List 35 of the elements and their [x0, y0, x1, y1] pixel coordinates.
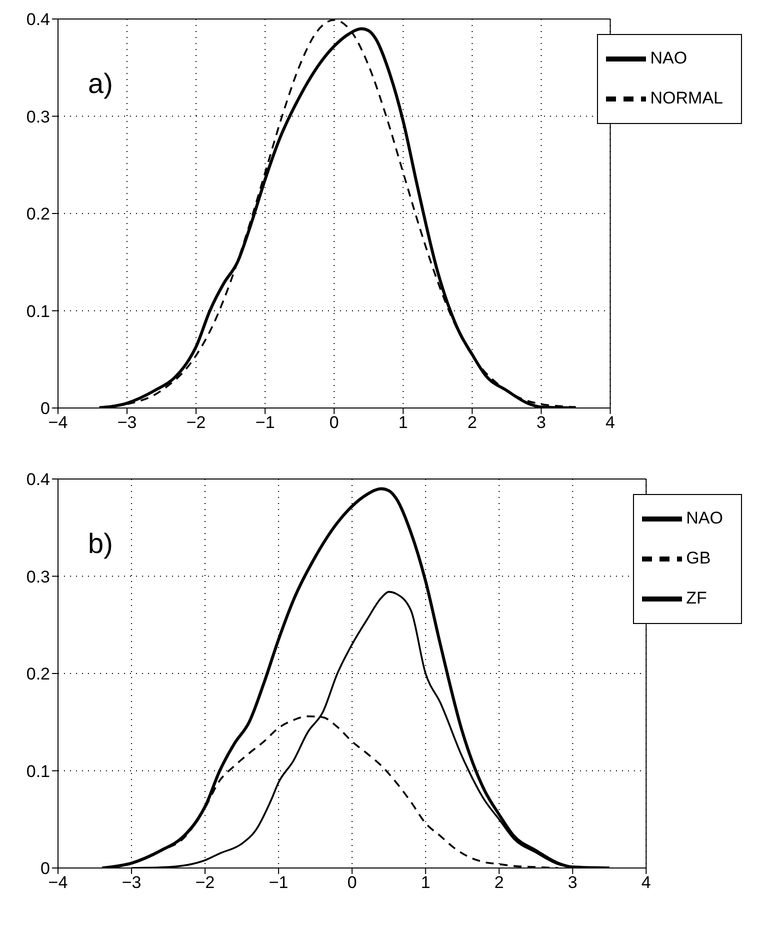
- y-tick-label: 0.3: [26, 567, 50, 586]
- legend-label: NAO: [686, 508, 723, 528]
- x-tick-label: 1: [398, 413, 408, 432]
- annotation: a): [88, 68, 113, 100]
- annotation: b): [88, 528, 113, 560]
- x-tick-label: 2: [467, 413, 477, 432]
- x-tick-label: 2: [494, 873, 504, 892]
- x-tick-label: −4: [48, 413, 68, 432]
- x-tick-label: 0: [347, 873, 357, 892]
- y-tick-label: 0.4: [26, 470, 50, 490]
- x-tick-label: −2: [186, 413, 206, 432]
- y-tick-label: 0.1: [26, 302, 50, 321]
- x-tick-label: 3: [536, 413, 546, 432]
- x-tick-label: −2: [195, 873, 215, 892]
- x-tick-label: −3: [117, 413, 137, 432]
- y-tick-label: 0.3: [26, 107, 50, 126]
- x-tick-label: 4: [606, 413, 615, 432]
- y-tick-label: 0: [40, 859, 50, 878]
- legend-label: NORMAL: [650, 88, 723, 108]
- legend-label: GB: [686, 548, 711, 568]
- x-tick-label: −3: [122, 873, 142, 892]
- x-tick-label: 4: [641, 873, 651, 892]
- y-tick-label: 0.2: [26, 204, 50, 224]
- x-tick-label: −1: [268, 873, 288, 892]
- y-tick-label: 0.1: [26, 762, 50, 781]
- y-tick-label: 0.2: [26, 664, 50, 684]
- x-tick-label: 0: [329, 413, 339, 432]
- legend-label: NAO: [650, 48, 688, 68]
- x-tick-label: 3: [568, 873, 578, 892]
- legend-label: ZF: [686, 588, 707, 608]
- x-tick-label: −1: [255, 413, 275, 432]
- y-tick-label: 0: [40, 399, 50, 418]
- y-tick-label: 0.4: [26, 10, 50, 30]
- x-tick-label: 1: [420, 873, 430, 892]
- x-tick-label: −4: [48, 873, 68, 892]
